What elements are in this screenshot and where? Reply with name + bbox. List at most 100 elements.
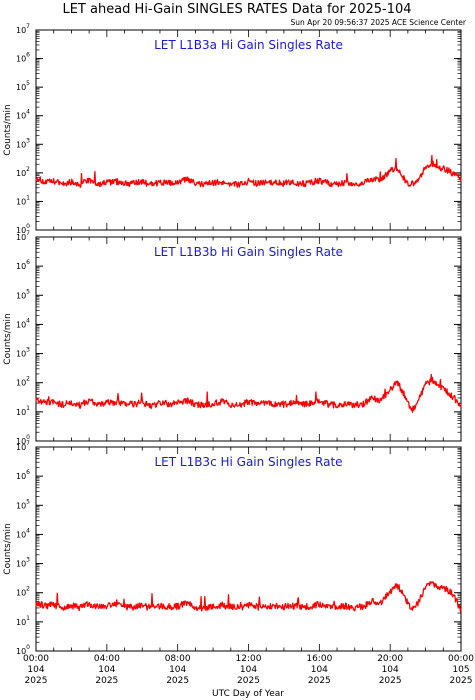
panel-title: LET L1B3c Hi Gain Singles Rate <box>154 455 342 469</box>
y-tick-label-base: 10 <box>16 589 26 598</box>
y-tick-label-exponent: 7 <box>26 23 30 30</box>
y-tick-label-exponent: 0 <box>26 644 30 651</box>
y-tick-label-base: 10 <box>16 560 26 569</box>
y-tick-label: 105 <box>16 80 30 92</box>
y-tick-label: 107 <box>16 230 30 242</box>
y-tick-label: 103 <box>16 137 30 149</box>
y-tick-label-base: 10 <box>16 320 26 329</box>
y-tick-label-exponent: 5 <box>26 498 30 505</box>
x-tick-label: 16:00 <box>306 654 332 664</box>
y-tick-label-base: 10 <box>16 83 26 92</box>
y-tick-label-exponent: 5 <box>26 80 30 87</box>
y-tick-label-exponent: 4 <box>26 109 30 116</box>
y-tick-label-exponent: 7 <box>26 230 30 237</box>
y-tick-label: 100 <box>16 434 30 446</box>
y-tick-label-exponent: 0 <box>26 434 30 441</box>
x-tick-label: 12:00 <box>236 654 262 664</box>
y-tick-label-base: 10 <box>16 408 26 417</box>
y-tick-label-base: 10 <box>16 443 26 452</box>
y-tick-label: 106 <box>16 469 30 481</box>
y-tick-label-base: 10 <box>16 618 26 627</box>
y-axis-label: Counts/min <box>3 313 13 364</box>
y-tick-label-exponent: 4 <box>26 317 30 324</box>
y-tick-label-exponent: 3 <box>26 137 30 144</box>
y-tick-label-base: 10 <box>16 472 26 481</box>
y-tick-label-base: 10 <box>16 197 26 206</box>
x-tick-label: 2025 <box>95 676 118 686</box>
y-tick-label-base: 10 <box>16 169 26 178</box>
y-tick-label-exponent: 0 <box>26 223 30 230</box>
y-axis-label: Counts/min <box>3 523 13 574</box>
y-tick-label-base: 10 <box>16 55 26 64</box>
series-line <box>35 154 462 188</box>
y-tick-label-exponent: 6 <box>26 52 30 59</box>
x-tick-label: 08:00 <box>165 654 191 664</box>
series-line <box>35 373 462 413</box>
y-tick-label: 102 <box>16 376 30 388</box>
x-tick-label: 104 <box>382 665 399 675</box>
y-tick-label-exponent: 2 <box>26 376 30 383</box>
y-tick-label-exponent: 3 <box>26 347 30 354</box>
y-tick-label-exponent: 1 <box>26 615 30 622</box>
x-tick-label: 2025 <box>237 676 260 686</box>
timestamp: Sun Apr 20 09:56:37 2025 ACE Science Cen… <box>290 18 466 27</box>
y-tick-label: 102 <box>16 586 30 598</box>
y-tick-label-exponent: 7 <box>26 440 30 447</box>
y-tick-label-base: 10 <box>16 26 26 35</box>
y-tick-label-base: 10 <box>16 226 26 235</box>
y-tick-label: 101 <box>16 615 30 627</box>
y-tick-label: 101 <box>16 194 30 206</box>
y-tick-label-exponent: 4 <box>26 527 30 534</box>
x-tick-label: 104 <box>311 665 328 675</box>
x-tick-label: 2025 <box>450 676 473 686</box>
x-tick-label: 2025 <box>166 676 189 686</box>
y-tick-label: 106 <box>16 52 30 64</box>
x-tick-label: 2025 <box>379 676 402 686</box>
y-tick-label: 105 <box>16 498 30 510</box>
y-tick-label-exponent: 1 <box>26 194 30 201</box>
panel-title: LET L1B3a Hi Gain Singles Rate <box>154 38 343 52</box>
x-axis-label: UTC Day of Year <box>212 689 284 699</box>
x-tick-label: 104 <box>27 665 44 675</box>
plot-frame <box>35 236 462 442</box>
x-tick-label: 104 <box>98 665 115 675</box>
y-tick-label-base: 10 <box>16 262 26 271</box>
x-tick-label: 105 <box>452 665 469 675</box>
y-tick-label-base: 10 <box>16 530 26 539</box>
y-tick-label-exponent: 3 <box>26 557 30 564</box>
y-tick-label-base: 10 <box>16 112 26 121</box>
y-tick-label: 102 <box>16 166 30 178</box>
x-tick-label: 00:00 <box>23 654 49 664</box>
y-tick-label-base: 10 <box>16 379 26 388</box>
y-tick-label: 107 <box>16 23 30 35</box>
y-tick-label: 104 <box>16 527 30 539</box>
y-tick-label: 100 <box>16 644 30 656</box>
plot-frame <box>35 446 462 652</box>
y-tick-label: 107 <box>16 440 30 452</box>
x-tick-label: 00:00 <box>448 654 474 664</box>
main-title: LET ahead Hi-Gain SINGLES RATES Data for… <box>62 2 411 17</box>
x-tick-label: 20:00 <box>377 654 403 664</box>
x-tick-label: 104 <box>240 665 257 675</box>
y-tick-label-exponent: 6 <box>26 469 30 476</box>
y-tick-label: 104 <box>16 317 30 329</box>
y-tick-label: 101 <box>16 405 30 417</box>
y-tick-label-exponent: 5 <box>26 288 30 295</box>
y-tick-label-base: 10 <box>16 501 26 510</box>
y-tick-label-base: 10 <box>16 140 26 149</box>
x-tick-label: 2025 <box>308 676 331 686</box>
y-tick-label: 104 <box>16 109 30 121</box>
y-tick-label-base: 10 <box>16 647 26 656</box>
y-tick-label-base: 10 <box>16 291 26 300</box>
y-tick-label: 100 <box>16 223 30 235</box>
y-tick-label-base: 10 <box>16 233 26 242</box>
y-tick-label: 106 <box>16 259 30 271</box>
y-tick-label-exponent: 6 <box>26 259 30 266</box>
x-tick-label: 04:00 <box>94 654 120 664</box>
x-tick-label: 2025 <box>25 676 48 686</box>
panel-title: LET L1B3b Hi Gain Singles Rate <box>154 245 343 259</box>
y-tick-label: 103 <box>16 557 30 569</box>
y-tick-label-base: 10 <box>16 437 26 446</box>
y-axis-label: Counts/min <box>3 104 13 155</box>
